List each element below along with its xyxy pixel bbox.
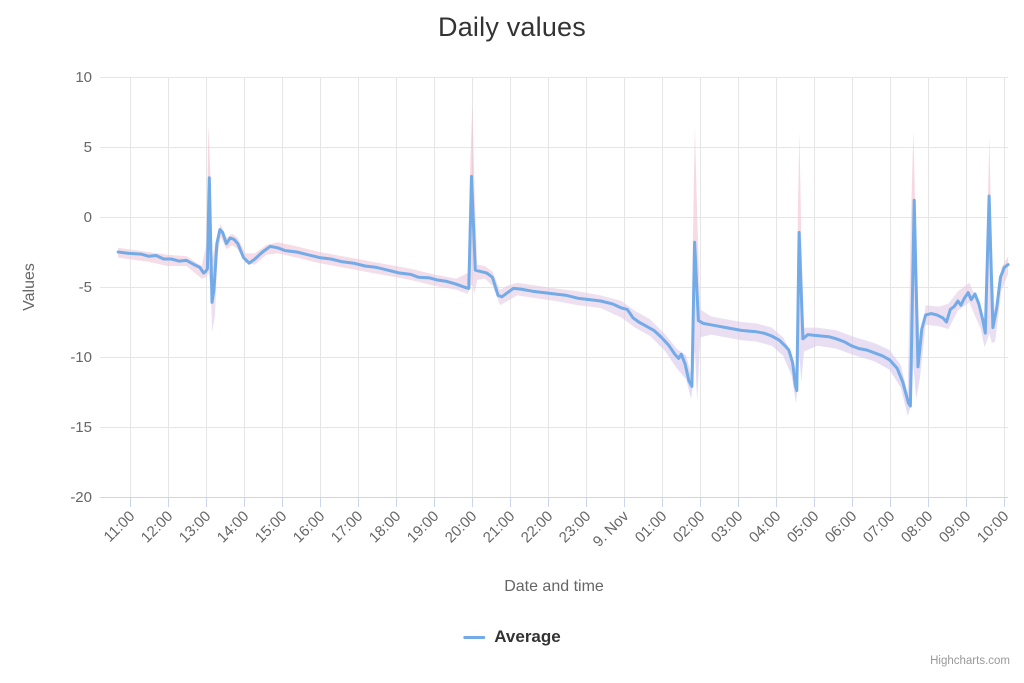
chart-plot-area: 10 5 0 -5 -10 -15 -20 11:00 12:00 13:00 14:00 15:00… [21, 69, 1013, 595]
legend-item-average[interactable]: Average [463, 627, 561, 647]
x-axis-label: 02:00 [670, 508, 709, 547]
legend-line-marker [463, 635, 486, 639]
x-axis-label: 21:00 [480, 508, 519, 547]
average-series-line[interactable] [116, 174, 1010, 408]
legend-item-label: Average [494, 627, 561, 646]
x-axis-label: 23:00 [556, 508, 595, 547]
y-axis-label: -20 [70, 489, 92, 506]
credits-link[interactable]: Highcharts.com [930, 655, 1010, 667]
x-axis-label: 04:00 [746, 508, 785, 547]
y-axis-label: 0 [84, 209, 92, 226]
x-axis-label: 03:00 [708, 508, 747, 547]
x-axis-label: 11:00 [101, 508, 139, 546]
x-axis-label: 09:00 [936, 508, 975, 547]
x-axis-label: 06:00 [822, 508, 861, 547]
x-axis-label: 01:00 [632, 508, 671, 547]
chart-title: Daily values [438, 12, 586, 42]
x-axis-label: 20:00 [442, 508, 481, 547]
x-axis-label: 16:00 [290, 508, 329, 547]
y-axis-title: Values [21, 263, 38, 311]
x-axis-label: 12:00 [138, 508, 177, 547]
x-axis-title: Date and time [504, 578, 604, 595]
x-axis-label: 07:00 [860, 508, 899, 547]
x-axis-label: 05:00 [784, 508, 823, 547]
y-axis-label: 5 [84, 139, 92, 156]
y-axis-label: -10 [70, 349, 92, 366]
x-axis-label: 08:00 [898, 508, 937, 547]
x-axis-label: 18:00 [366, 508, 405, 547]
x-axis-label: 19:00 [404, 508, 443, 547]
x-axis-label: 13:00 [176, 508, 215, 547]
y-axis-label: 10 [75, 69, 92, 86]
x-axis-label: 22:00 [518, 508, 557, 547]
x-axis-label: 15:00 [252, 508, 291, 547]
x-axis-label: 10:00 [974, 508, 1013, 547]
y-axis-label: -5 [79, 279, 92, 296]
x-axis-label: 14:00 [214, 508, 253, 547]
x-axis-label: 9. Nov [590, 507, 633, 550]
y-axis-label: -15 [70, 419, 92, 436]
x-axis-label: 17:00 [328, 508, 367, 547]
